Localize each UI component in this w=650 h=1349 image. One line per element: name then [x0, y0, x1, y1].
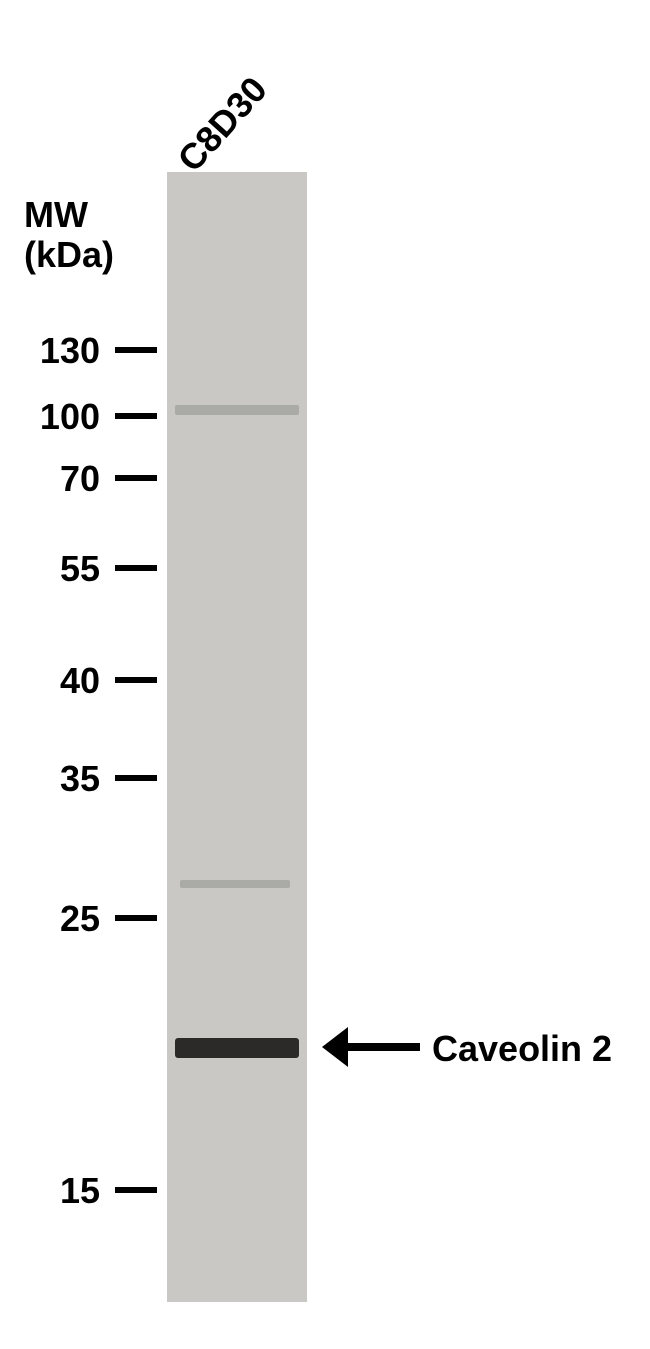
marker-value: 70	[60, 458, 100, 500]
marker-value: 35	[60, 758, 100, 800]
arrow-head-icon	[322, 1027, 348, 1067]
marker-value: 40	[60, 660, 100, 702]
mw-line2: (kDa)	[24, 235, 114, 275]
marker-tick	[115, 1187, 157, 1193]
mw-header: MW (kDa)	[24, 195, 114, 274]
marker-value: 15	[60, 1170, 100, 1212]
target-protein-label: Caveolin 2	[432, 1028, 612, 1070]
target-band	[175, 1038, 299, 1058]
faint-band	[180, 880, 290, 888]
marker-value: 130	[40, 330, 100, 372]
marker-tick	[115, 413, 157, 419]
marker-tick	[115, 347, 157, 353]
marker-value: 100	[40, 396, 100, 438]
marker-value: 25	[60, 898, 100, 940]
arrow-line	[348, 1043, 420, 1051]
marker-tick	[115, 915, 157, 921]
marker-value: 55	[60, 548, 100, 590]
gel-lane	[167, 172, 307, 1302]
marker-tick	[115, 677, 157, 683]
lane-label: C8D30	[169, 69, 275, 180]
faint-band	[175, 405, 299, 415]
marker-tick	[115, 775, 157, 781]
marker-tick	[115, 475, 157, 481]
blot-figure: C8D30 MW (kDa) 130 100 70 55 40 35 25 15 Caveol…	[0, 0, 650, 1349]
marker-tick	[115, 565, 157, 571]
mw-line1: MW	[24, 195, 114, 235]
